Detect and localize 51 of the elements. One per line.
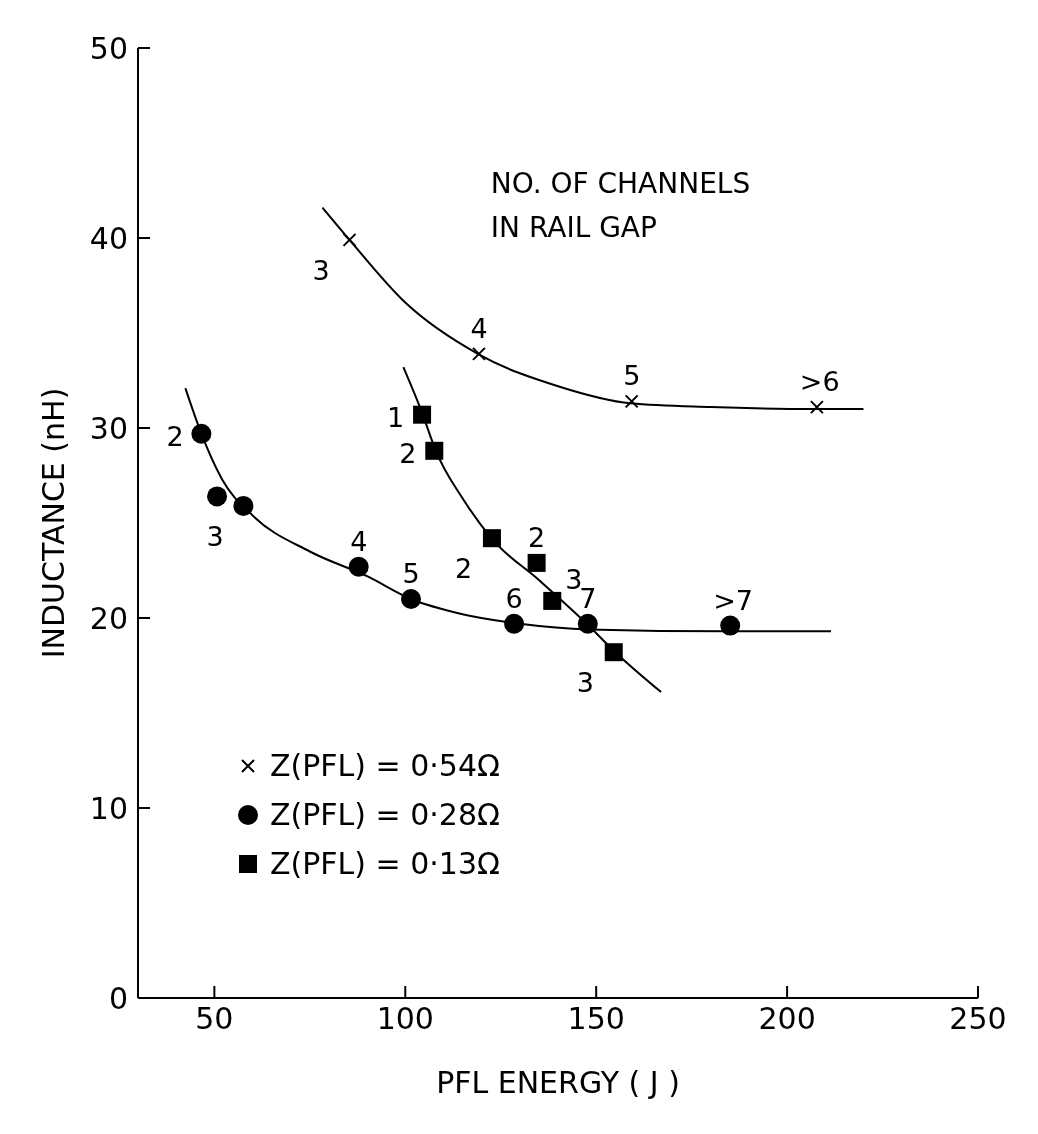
point: [543, 591, 562, 610]
point: [413, 405, 432, 424]
x-axis-title: PFL ENERGY ( J ): [436, 1065, 680, 1100]
point: [809, 400, 824, 415]
y-tick-label: 50: [89, 30, 128, 66]
point: [471, 346, 486, 361]
point: [207, 486, 228, 507]
point: [425, 441, 444, 460]
y-tick-label: 40: [89, 220, 128, 256]
annotation: NO. OF CHANNELS IN RAIL GAP: [490, 166, 751, 246]
point: [624, 394, 639, 409]
point: [348, 556, 369, 577]
annotation: 5: [402, 558, 420, 589]
annotation: 2: [166, 420, 184, 452]
point: [401, 589, 421, 609]
point: [191, 423, 212, 444]
point: [720, 615, 741, 636]
y-tick-label: 0: [108, 980, 128, 1016]
point: [342, 232, 357, 247]
legend-label: Z(PFL) = 0·54Ω: [270, 748, 500, 783]
y-tick-label: 10: [89, 790, 128, 826]
annotation: 7: [579, 582, 597, 614]
legend-label: Z(PFL) = 0·13Ω: [270, 846, 500, 881]
y-tick-label: 20: [89, 600, 128, 636]
x-tick-label: 200: [758, 1001, 816, 1037]
annotation: 3: [312, 254, 330, 286]
annotation: 6: [505, 582, 523, 614]
annotation: 2: [399, 437, 417, 469]
y-tick-label: 30: [89, 410, 128, 446]
annotation: 3: [206, 520, 224, 552]
annotation: >7: [713, 584, 754, 616]
point: [527, 553, 546, 572]
annotation: 4: [350, 525, 368, 557]
annotation: 2: [454, 553, 473, 585]
x-tick-label: 50: [195, 1001, 234, 1037]
x-tick-label: 100: [376, 1001, 434, 1037]
annotation: 5: [623, 360, 641, 392]
annotation: 1: [387, 401, 405, 433]
legend-label: Z(PFL) = 0·28Ω: [270, 797, 500, 832]
point: [233, 495, 254, 516]
point: [504, 613, 525, 634]
annotation: 4: [470, 312, 488, 344]
point: [482, 529, 501, 548]
annotation: 3: [576, 667, 594, 699]
annotation: 2: [528, 521, 546, 553]
point: [604, 643, 623, 662]
x-tick-label: 150: [567, 1001, 625, 1037]
y-axis-title: INDUCTANCE (nH): [35, 387, 71, 659]
annotation: >6: [799, 366, 840, 398]
point: [577, 613, 598, 634]
x-tick-label: 250: [949, 1001, 1007, 1037]
